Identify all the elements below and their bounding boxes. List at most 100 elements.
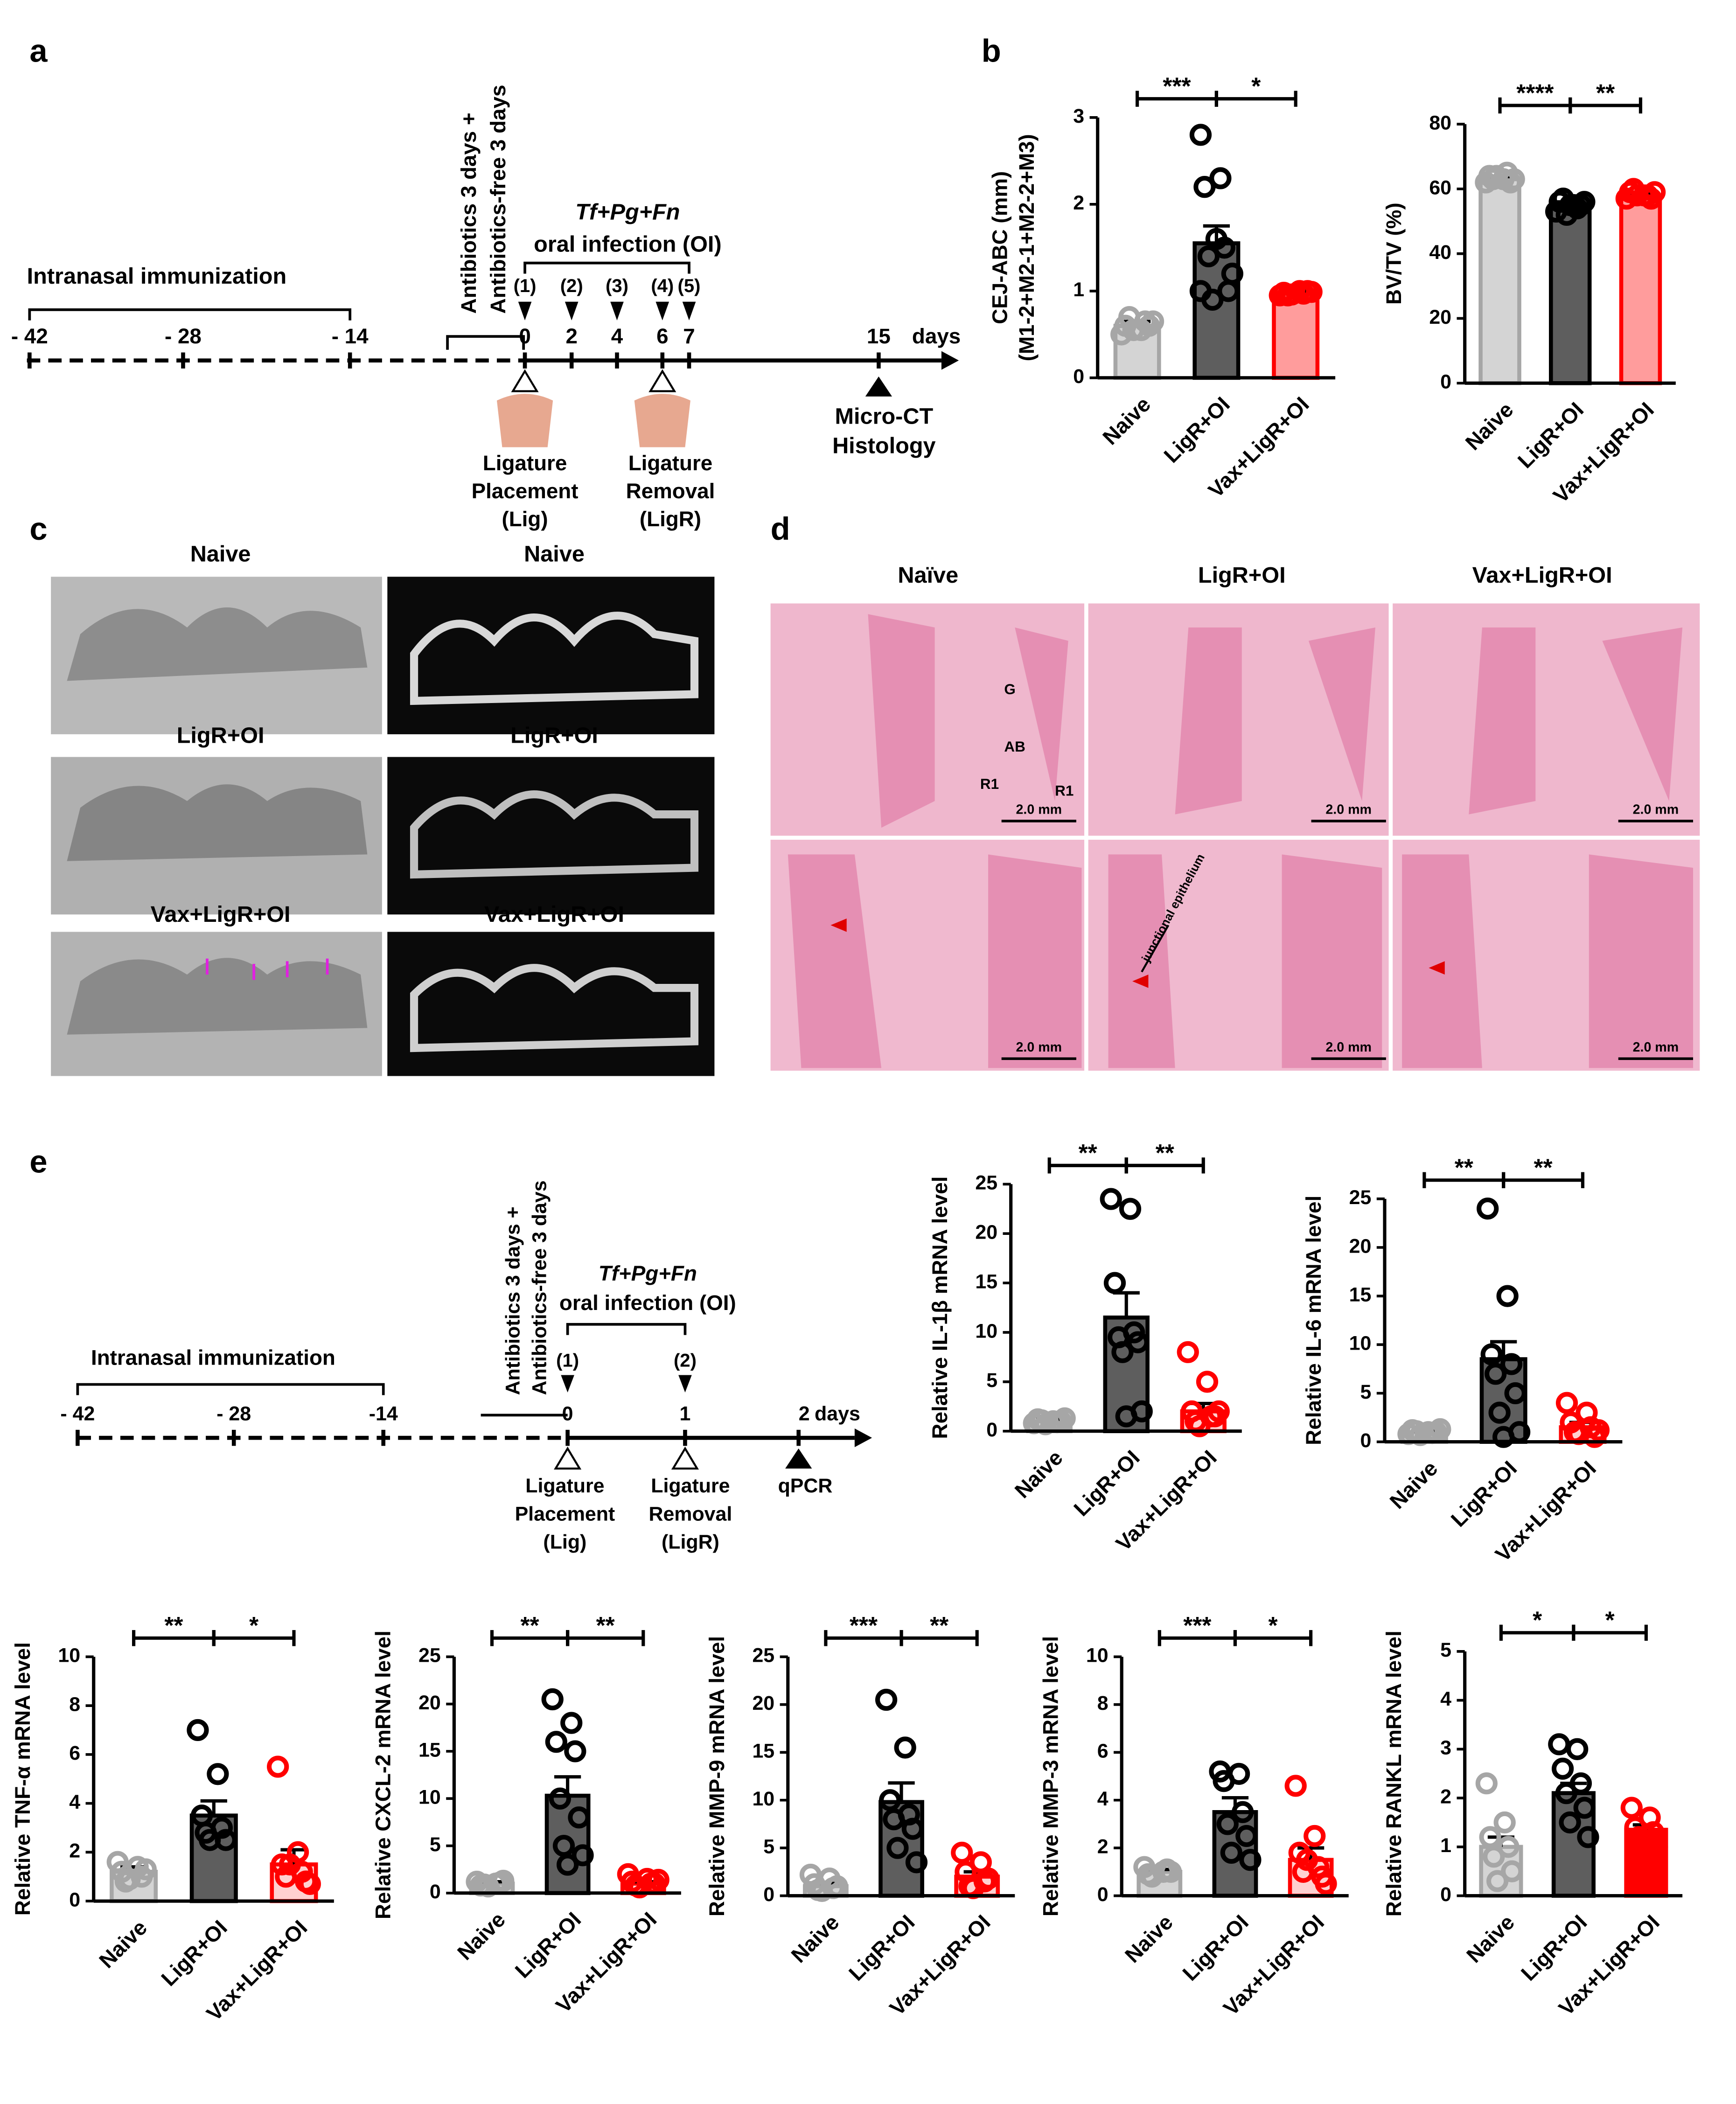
y-axis-label: Relative IL-1β mRNA level — [928, 1177, 952, 1439]
arrow — [610, 301, 624, 320]
antibiotics: Antibiotics-free 3 days — [486, 85, 510, 314]
data-point — [1235, 1825, 1258, 1847]
data-point — [279, 1853, 301, 1876]
data-point — [275, 1866, 297, 1888]
ligature: (LigR) — [640, 507, 701, 531]
dose: (1) — [514, 276, 537, 296]
x-tick-label: Naive — [1120, 1910, 1177, 1967]
data-point — [134, 1858, 157, 1881]
y-tick-label: 3 — [1440, 1737, 1451, 1759]
x-tick-label: LigR+OI — [1178, 1910, 1253, 1986]
dose: (1) — [556, 1350, 579, 1371]
y-tick-label: 5 — [986, 1369, 997, 1392]
data-point — [199, 1829, 221, 1851]
data-point — [1213, 1770, 1235, 1792]
data-point — [951, 1841, 973, 1864]
image-title: Vax+LigR+OI — [151, 902, 291, 927]
tissue-label: G — [1004, 681, 1015, 697]
significance-label: * — [1269, 1612, 1278, 1639]
data-point — [628, 1876, 651, 1899]
significance-label: ** — [1596, 79, 1615, 106]
endpoint: Micro-CT — [835, 404, 933, 429]
microct-slice — [387, 577, 715, 734]
significance-bar — [1233, 1630, 1313, 1646]
image-title: Naive — [190, 541, 251, 566]
x-tick-label: Naive — [95, 1916, 152, 1972]
data-point — [1103, 1272, 1126, 1294]
triangle — [511, 369, 539, 392]
column-title: Naïve — [898, 563, 958, 588]
data-point — [1493, 1811, 1516, 1834]
data-point — [1483, 1846, 1505, 1868]
triangle — [648, 369, 676, 392]
x-tick-label: Naive — [1098, 392, 1155, 449]
data-point — [1207, 1400, 1230, 1422]
data-point — [883, 1808, 905, 1831]
y-tick-label: 2 — [69, 1840, 80, 1862]
significance-label: ** — [930, 1612, 948, 1639]
data-point — [1409, 1424, 1431, 1446]
data-point — [1142, 310, 1164, 333]
data-point — [477, 1875, 499, 1898]
data-point — [1488, 1401, 1511, 1424]
data-point — [1555, 1782, 1577, 1804]
y-tick-label: 0 — [430, 1881, 441, 1903]
significance-label: ** — [1156, 1139, 1174, 1166]
tooth — [496, 394, 553, 447]
scale-bar-label: 2.0 mm — [1325, 802, 1372, 817]
y-tick-label: 0 — [1073, 365, 1084, 388]
unit: days — [815, 1403, 860, 1425]
y-tick-label: 25 — [752, 1644, 774, 1667]
bar — [1619, 193, 1662, 385]
x-tick-label: LigR+OI — [1069, 1446, 1144, 1521]
y-tick-label: 8 — [69, 1693, 80, 1715]
x-tick-label: Naive — [1010, 1446, 1067, 1503]
data-point — [1188, 1415, 1211, 1437]
ligature: (Lig) — [543, 1531, 586, 1553]
data-point — [1566, 1738, 1589, 1760]
y-tick-label: 4 — [69, 1791, 80, 1813]
data-point — [541, 1688, 564, 1711]
y-tick-label: 2 — [1073, 192, 1084, 214]
y-tick-label: 10 — [418, 1786, 441, 1809]
data-point — [1284, 1775, 1307, 1797]
data-point — [894, 1736, 916, 1759]
ligature: Removal — [626, 479, 715, 503]
x-tick-label: Naive — [453, 1908, 510, 1965]
y-axis-label: BV/TV (%) — [1382, 202, 1406, 305]
significance-label: ** — [164, 1612, 183, 1639]
day-label: - 42 — [60, 1403, 95, 1425]
tissue-label: R1 — [980, 776, 999, 792]
y-tick-label: 10 — [1086, 1644, 1109, 1667]
data-point — [1221, 263, 1243, 285]
bar — [1272, 292, 1320, 380]
day-label: - 28 — [216, 1403, 251, 1425]
significance-bar — [566, 1630, 645, 1646]
y-tick-label: 15 — [975, 1270, 997, 1293]
significance-bar — [1572, 1624, 1648, 1641]
error-bar — [1490, 1340, 1517, 1359]
y-axis-label: CEJ-ABC (mm) — [988, 171, 1012, 324]
x-tick-label: Naive — [1461, 397, 1518, 454]
day-label: - 28 — [165, 324, 202, 348]
infection: Tf+Pg+Fn — [599, 1261, 697, 1285]
data-point — [564, 1740, 586, 1763]
data-point — [267, 1756, 289, 1778]
data-point — [1127, 1331, 1149, 1353]
data-point — [1551, 1757, 1574, 1780]
data-point — [1587, 1419, 1610, 1442]
significance-bar — [899, 1630, 979, 1646]
data-point — [811, 1880, 833, 1902]
ligature: Ligature — [483, 451, 567, 475]
day-label: 2 — [799, 1403, 810, 1425]
antibiotics: Antibiotics 3 days + — [457, 112, 481, 314]
y-tick-label: 25 — [418, 1644, 441, 1667]
significance-bar — [1124, 1157, 1205, 1174]
data-point — [271, 1853, 293, 1876]
day-label: 4 — [611, 324, 623, 348]
x-tick-label: LigR+OI — [1516, 1910, 1591, 1986]
infection: oral infection (OI) — [559, 1291, 736, 1315]
data-point — [1119, 1198, 1142, 1220]
y-tick-label: 0 — [69, 1888, 80, 1911]
